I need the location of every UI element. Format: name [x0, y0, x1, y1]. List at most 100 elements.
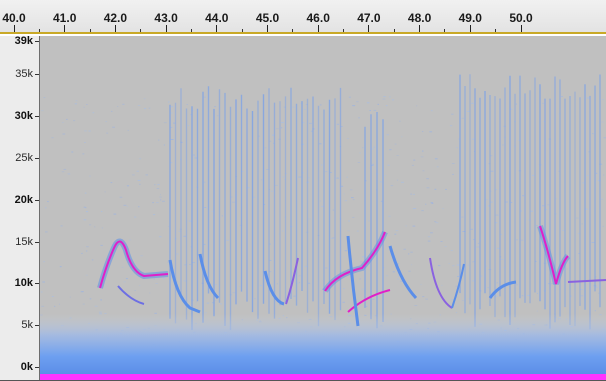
low-frequency-band: [40, 314, 606, 374]
noise-speck: [203, 243, 206, 245]
noise-speck: [211, 210, 214, 212]
noise-speck: [319, 104, 322, 106]
noise-speck: [153, 278, 155, 280]
noise-speck: [451, 113, 454, 115]
frequency-tick: [35, 116, 39, 118]
noise-speck: [145, 174, 148, 176]
spectrogram-view[interactable]: [40, 36, 606, 381]
noise-speck: [129, 239, 132, 241]
timeline-major-tick: [216, 25, 218, 32]
call-contour: [324, 231, 386, 292]
noise-speck: [348, 96, 351, 98]
noise-speck: [396, 155, 399, 156]
timeline-major-tick: [114, 25, 116, 32]
noise-speck: [42, 281, 45, 283]
noise-speck: [451, 299, 454, 300]
noise-speck: [140, 255, 143, 257]
noise-speck: [383, 267, 385, 269]
noise-speck: [394, 143, 397, 145]
noise-speck: [470, 228, 473, 230]
frequency-label: 39k: [14, 35, 33, 47]
frequency-label: 15k: [15, 235, 33, 248]
noise-speck: [390, 185, 394, 187]
noise-speck: [430, 232, 433, 234]
noise-speck: [358, 117, 360, 119]
timeline-major-tick: [317, 25, 319, 32]
timeline-label: 46.0: [306, 11, 330, 25]
noise-speck: [303, 108, 306, 110]
noise-speck: [399, 120, 401, 122]
noise-speck: [204, 182, 206, 184]
frequency-label: 35k: [15, 68, 33, 81]
noise-speck: [497, 247, 500, 249]
noise-speck: [330, 172, 332, 173]
noise-speck: [258, 135, 261, 137]
noise-speck: [216, 115, 219, 117]
noise-speck: [396, 263, 399, 265]
noise-speck: [343, 288, 346, 290]
noise-speck: [266, 169, 269, 170]
noise-speck: [85, 250, 88, 252]
noise-speck: [204, 312, 207, 314]
noise-speck: [204, 181, 206, 183]
noise-speck: [532, 174, 534, 176]
noise-speck: [325, 267, 328, 269]
noise-speck: [602, 225, 604, 227]
noise-speck: [162, 200, 165, 202]
timeline-minor-tick: [89, 29, 91, 32]
noise-speck: [588, 151, 591, 153]
noise-speck: [83, 219, 87, 221]
noise-speck: [494, 222, 498, 224]
noise-speck: [331, 237, 334, 239]
noise-speck: [343, 256, 345, 258]
noise-speck: [278, 138, 281, 140]
noise-speck: [505, 201, 508, 203]
noise-speck: [122, 103, 125, 105]
noise-speck: [387, 164, 390, 166]
noise-speck: [580, 295, 584, 297]
noise-speck: [40, 110, 44, 112]
noise-speck: [357, 162, 361, 163]
noise-speck: [440, 241, 443, 242]
noise-speck: [325, 171, 328, 173]
noise-speck: [106, 132, 109, 134]
frequency-tick: [35, 367, 39, 368]
noise-speck: [436, 166, 439, 168]
call-contour: [488, 280, 517, 299]
noise-speck: [352, 105, 356, 107]
noise-speck: [155, 283, 158, 284]
noise-speck: [585, 208, 588, 210]
noise-speck: [276, 283, 278, 285]
noise-speck: [372, 163, 374, 165]
noise-speck: [304, 265, 308, 267]
noise-speck: [490, 201, 493, 203]
noise-speck: [192, 262, 196, 264]
noise-speck: [467, 298, 471, 300]
timeline-ruler[interactable]: 40.0 41.0 42.0 43.0 44.0 45.0 46.0 47.0 48.0 49.0…: [0, 0, 606, 34]
noise-speck: [100, 244, 103, 246]
noise-speck: [411, 264, 413, 266]
noise-speck: [480, 275, 483, 277]
frequency-axis[interactable]: 39k 35k 30k 25k 20k 15k 10k 5k 0k: [0, 35, 40, 381]
timeline-label: 50.0: [509, 11, 533, 25]
timeline-label: 45.0: [255, 11, 280, 25]
noise-speck: [430, 110, 433, 112]
noise-speck: [558, 170, 560, 172]
noise-speck: [519, 210, 522, 212]
noise-speck: [153, 214, 156, 216]
noise-speck: [384, 175, 386, 176]
noise-speck: [365, 306, 368, 308]
noise-speck: [495, 214, 499, 216]
noise-speck: [282, 230, 284, 232]
frequency-label: 25k: [15, 152, 33, 165]
noise-speck: [299, 282, 301, 283]
frequency-label: 20k: [14, 193, 33, 206]
noise-speck: [422, 296, 425, 298]
timeline-major-tick: [469, 25, 471, 32]
timeline-minor-tick: [38, 29, 40, 32]
noise-speck: [457, 275, 460, 277]
timeline-minor-tick: [140, 29, 142, 32]
noise-speck: [570, 295, 572, 297]
noise-speck: [252, 196, 256, 198]
noise-speck: [398, 275, 401, 277]
